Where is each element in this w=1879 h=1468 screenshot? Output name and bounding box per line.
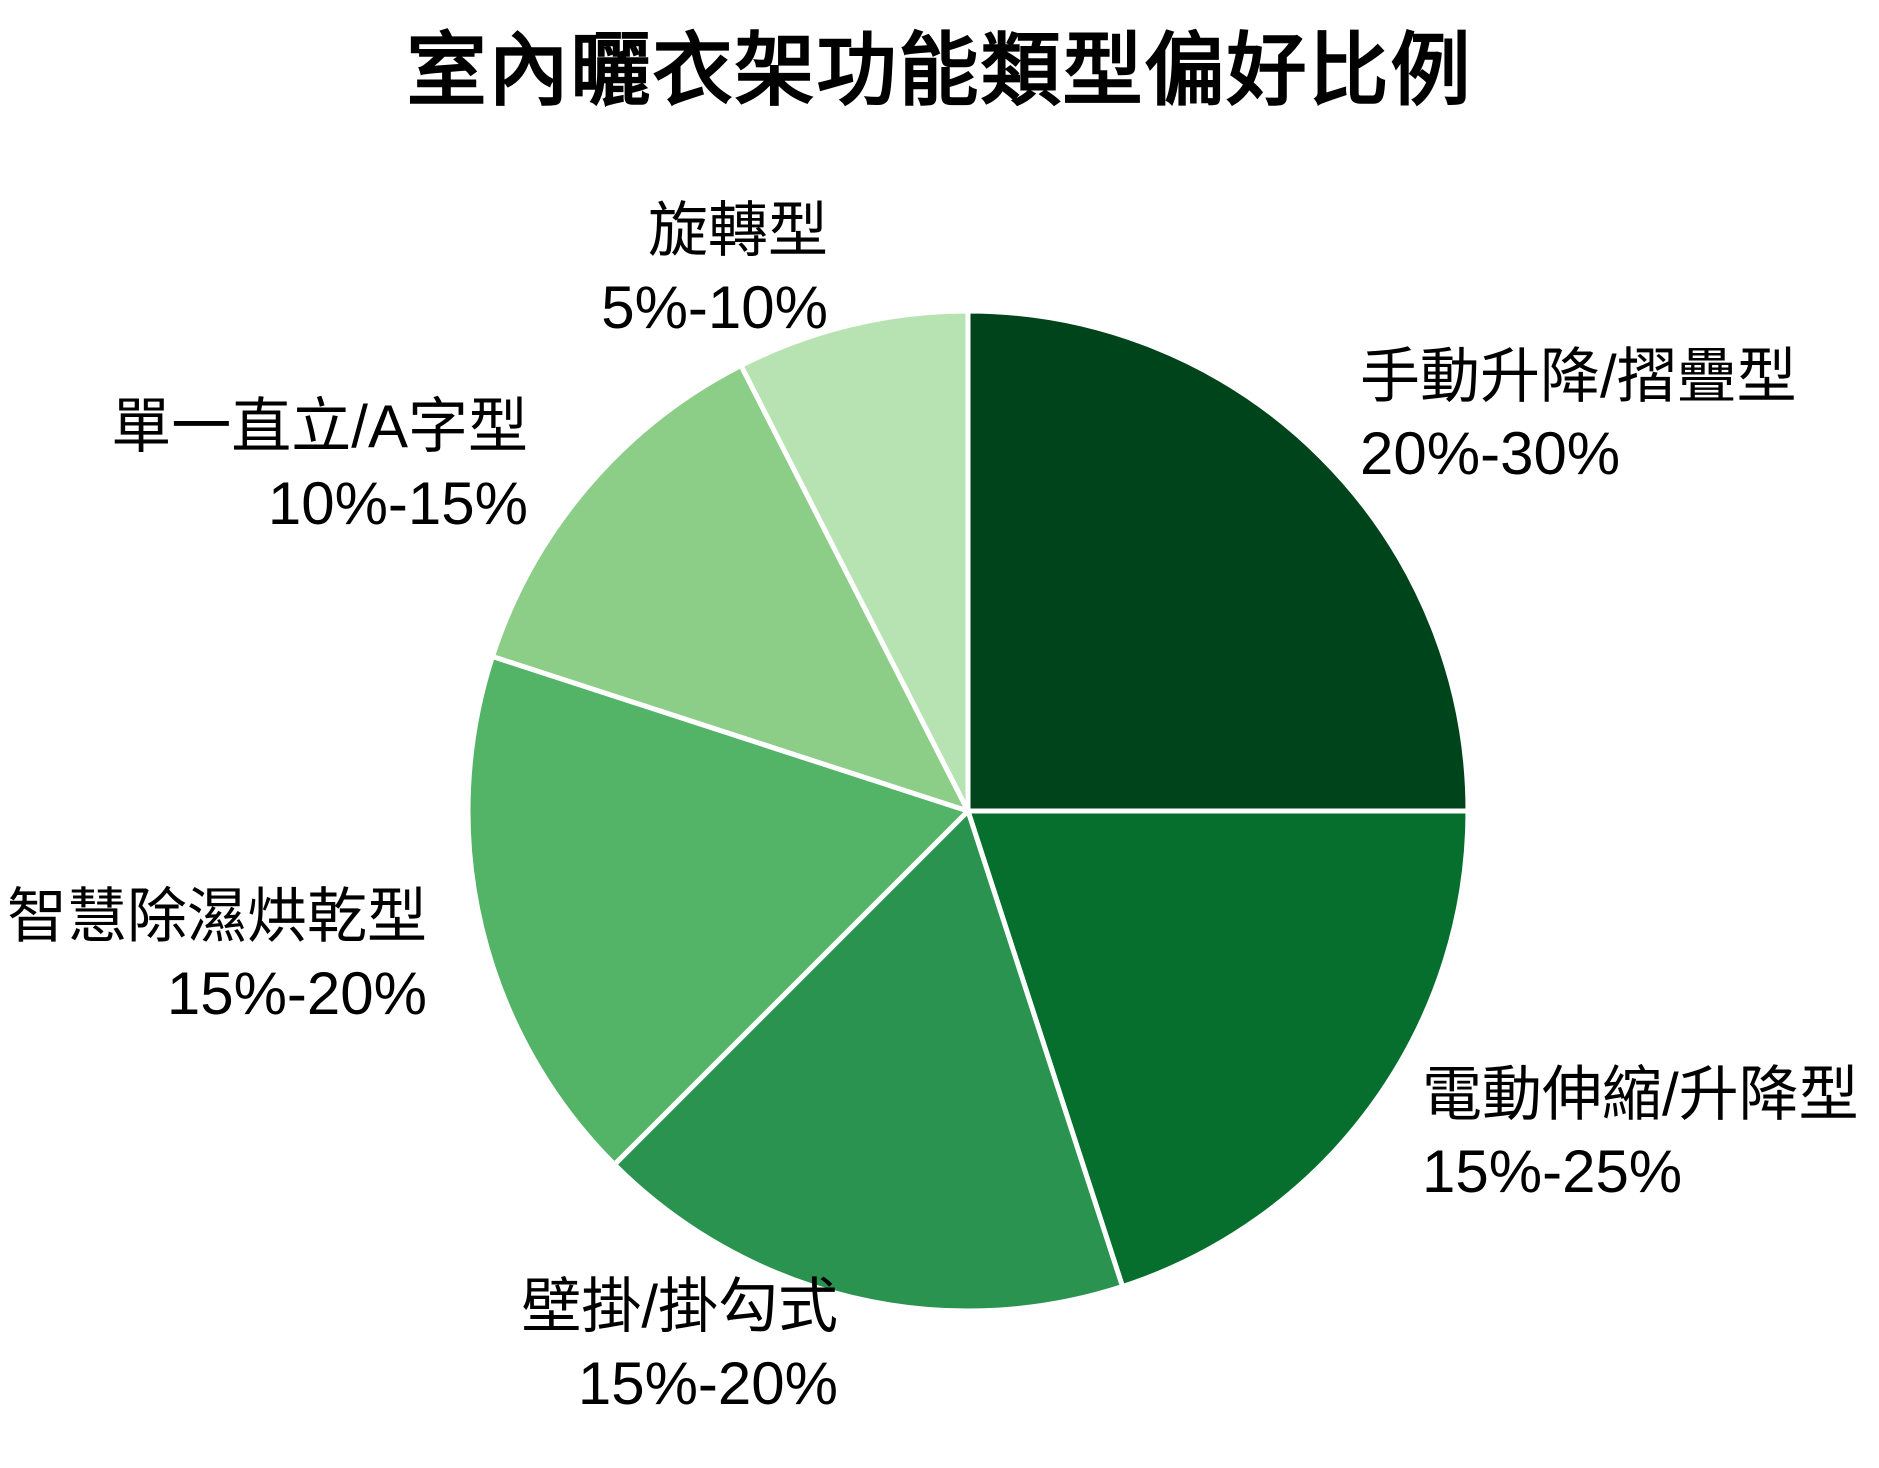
slice-label-manual-lift-fold: 手動升降/摺疊型 20%-30% xyxy=(1360,338,1797,492)
slice-label-range: 5%-10% xyxy=(601,274,828,341)
chart-title: 室內曬衣架功能類型偏好比例 xyxy=(406,26,1473,115)
pie-slice-1 xyxy=(965,808,1471,1290)
slice-label-text: 壁掛/掛勾式 xyxy=(521,1273,838,1340)
slice-label-smart-dehumidify-dry: 智慧除濕烘乾型 15%-20% xyxy=(7,878,427,1032)
slice-label-text: 手動升降/摺疊型 xyxy=(1360,343,1797,410)
pie-slice-5 xyxy=(738,308,971,814)
pie-slice-3 xyxy=(465,653,971,1168)
slice-label-range: 15%-25% xyxy=(1422,1138,1683,1205)
pie-slice-4 xyxy=(489,363,971,814)
slice-label-range: 15%-20% xyxy=(577,1350,838,1417)
slice-label-text: 電動伸縮/升降型 xyxy=(1422,1061,1859,1128)
slice-label-range: 15%-20% xyxy=(166,960,427,1027)
slice-label-text: 旋轉型 xyxy=(648,197,828,264)
slice-label-text: 單一直立/A字型 xyxy=(111,393,528,460)
pie-slices xyxy=(465,308,1471,1314)
slice-label-range: 10%-15% xyxy=(267,470,528,537)
slice-label-rotary: 旋轉型 5%-10% xyxy=(601,192,828,346)
slice-label-wall-mount-hook: 壁掛/掛勾式 15%-20% xyxy=(521,1268,838,1422)
slice-label-text: 智慧除濕烘乾型 xyxy=(7,883,427,950)
slice-label-single-upright-aframe: 單一直立/A字型 10%-15% xyxy=(111,388,528,542)
slice-label-electric-telescopic-lift: 電動伸縮/升降型 15%-25% xyxy=(1422,1056,1859,1210)
pie-slice-2 xyxy=(611,808,1126,1314)
pie-slice-0 xyxy=(965,308,1471,814)
slice-label-range: 20%-30% xyxy=(1360,420,1621,487)
